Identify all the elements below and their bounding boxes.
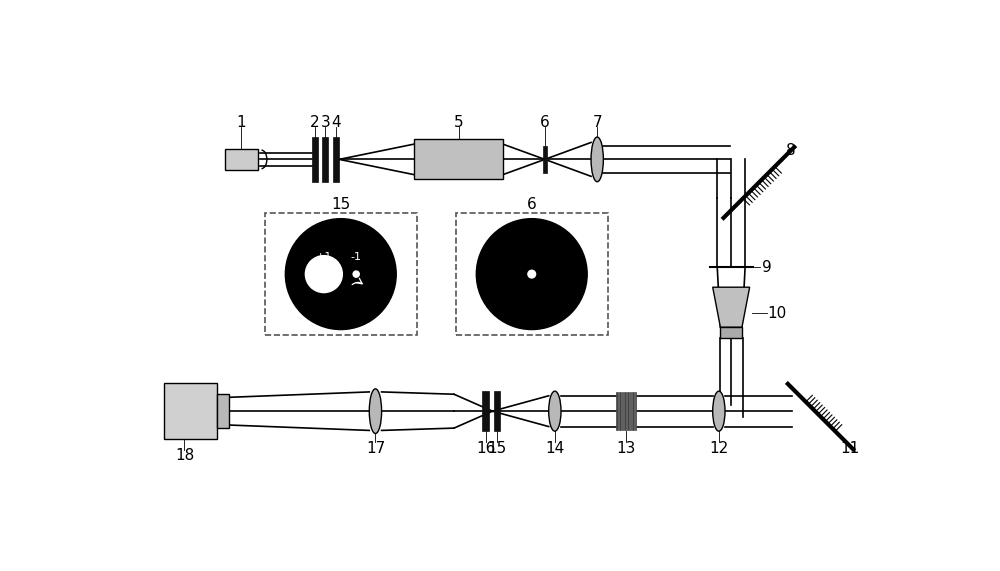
Text: 7: 7 xyxy=(592,115,602,130)
Text: 13: 13 xyxy=(617,441,636,456)
Text: 15: 15 xyxy=(487,441,507,456)
Circle shape xyxy=(305,256,342,292)
Bar xyxy=(622,392,623,431)
Bar xyxy=(482,391,489,431)
Text: 8: 8 xyxy=(786,143,796,158)
Bar xyxy=(217,394,229,428)
Bar xyxy=(627,392,629,431)
Text: 11: 11 xyxy=(840,441,859,456)
Bar xyxy=(630,392,631,431)
Bar xyxy=(616,392,618,431)
Bar xyxy=(635,392,636,431)
Bar xyxy=(543,146,547,173)
Ellipse shape xyxy=(713,391,725,431)
Bar xyxy=(456,214,608,335)
Text: 2: 2 xyxy=(310,115,319,130)
Text: 10: 10 xyxy=(768,306,787,321)
Bar xyxy=(333,137,339,182)
Bar xyxy=(225,148,258,170)
Ellipse shape xyxy=(549,391,561,431)
Text: 18: 18 xyxy=(175,448,194,463)
Text: -1: -1 xyxy=(351,252,362,262)
Text: 1: 1 xyxy=(237,115,246,130)
Polygon shape xyxy=(713,287,750,327)
Text: 14: 14 xyxy=(545,441,564,456)
Ellipse shape xyxy=(369,389,382,433)
Ellipse shape xyxy=(591,137,603,182)
Text: 12: 12 xyxy=(709,441,728,456)
Text: 16: 16 xyxy=(476,441,495,456)
Bar xyxy=(632,392,634,431)
Circle shape xyxy=(528,270,536,278)
Bar xyxy=(322,137,328,182)
Circle shape xyxy=(476,219,587,329)
Bar xyxy=(624,392,626,431)
Bar xyxy=(164,384,217,439)
Text: 3: 3 xyxy=(321,115,330,130)
Text: 6: 6 xyxy=(540,115,550,130)
Text: 6: 6 xyxy=(527,196,537,211)
Text: 5: 5 xyxy=(454,115,463,130)
Text: 17: 17 xyxy=(366,441,385,456)
Text: 15: 15 xyxy=(331,196,350,211)
Circle shape xyxy=(353,271,359,277)
Text: 9: 9 xyxy=(762,260,771,275)
Bar xyxy=(720,327,742,338)
Text: 4: 4 xyxy=(331,115,341,130)
Text: +1: +1 xyxy=(316,252,332,262)
Bar xyxy=(494,391,500,431)
Bar xyxy=(619,392,621,431)
Bar xyxy=(414,139,503,179)
Bar xyxy=(312,137,318,182)
Bar xyxy=(265,214,417,335)
Circle shape xyxy=(285,219,396,329)
